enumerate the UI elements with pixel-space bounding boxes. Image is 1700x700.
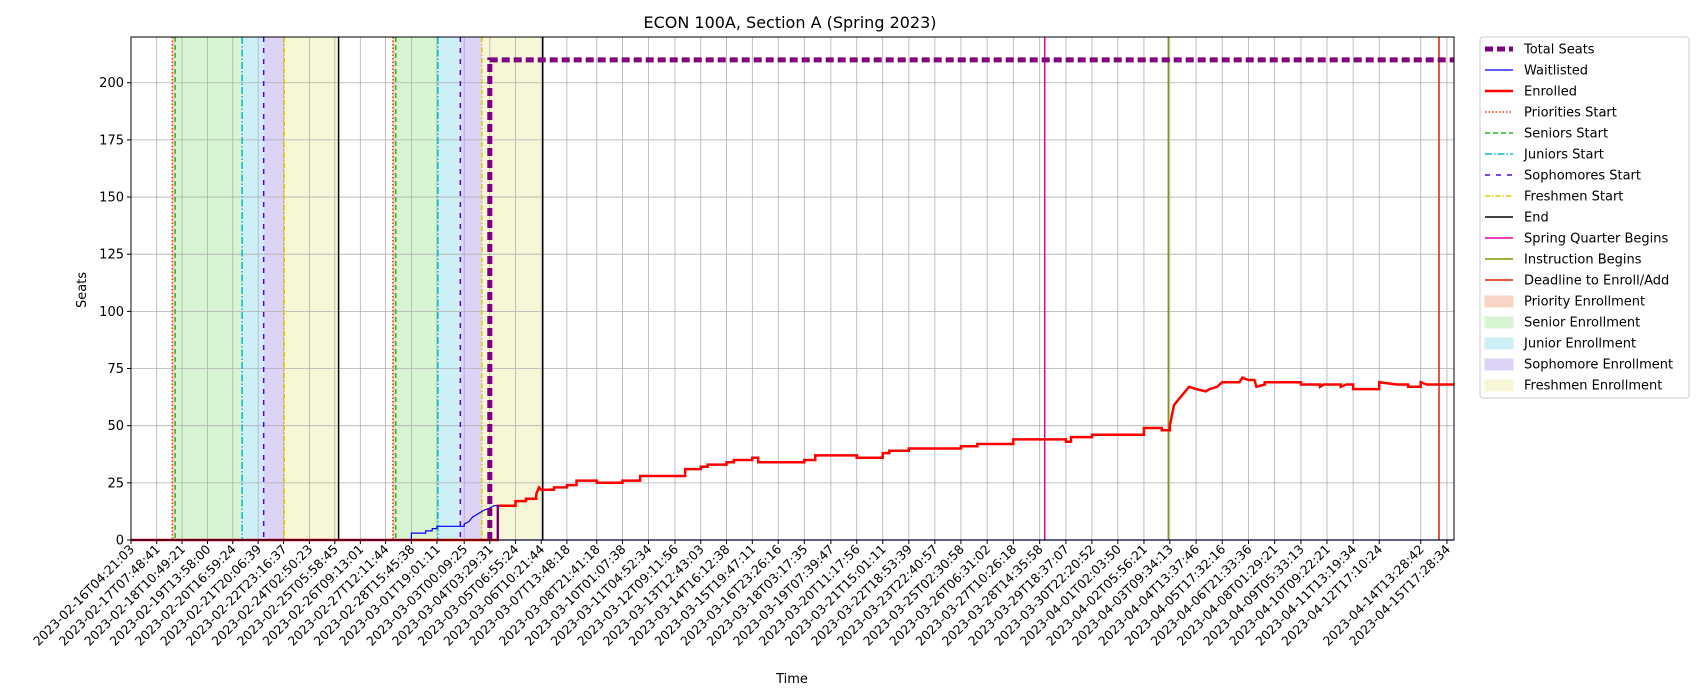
phase-band-freshmen-enrollment — [481, 37, 543, 540]
legend-swatch-freshmen-enrollment — [1484, 379, 1514, 392]
legend-label-junior-enrollment: Junior Enrollment — [1523, 337, 1636, 352]
legend-label-waitlisted: Waitlisted — [1524, 64, 1588, 79]
legend-swatch-sophomore-enrollment — [1484, 358, 1514, 371]
legend-swatch-priority-enrollment — [1484, 295, 1514, 308]
series-lines — [131, 57, 1454, 542]
legend-label-end: End — [1524, 211, 1549, 226]
y-tick-label: 75 — [107, 362, 124, 377]
chart-title: ECON 100A, Section A (Spring 2023) — [643, 13, 936, 32]
phase-band-junior-enrollment — [242, 37, 264, 540]
legend-box — [1479, 36, 1690, 399]
y-axis-label: Seats — [75, 272, 90, 308]
legend-label-juniors-start: Juniors Start — [1523, 148, 1604, 163]
legend-label-spring-quarter-begins: Spring Quarter Begins — [1524, 232, 1668, 247]
phase-band-senior-enrollment — [175, 37, 243, 540]
legend-label-sophomores-start: Sophomores Start — [1524, 169, 1641, 184]
y-tick-label: 25 — [107, 476, 124, 491]
series-line-total-seats — [487, 57, 1454, 540]
y-tick-label: 200 — [99, 76, 124, 91]
phase-band-senior-enrollment — [395, 37, 438, 540]
legend-label-freshmen-enrollment: Freshmen Enrollment — [1524, 379, 1662, 394]
phase-band-priority-enrollment — [392, 37, 396, 540]
phase-band-sophomore-enrollment — [460, 37, 482, 540]
x-axis-label: Time — [775, 672, 808, 687]
legend-label-enrolled: Enrolled — [1524, 85, 1577, 100]
y-tick-label: 100 — [99, 305, 124, 320]
event-lines — [171, 37, 1440, 540]
y-tick-label: 150 — [99, 191, 124, 206]
legend-label-seniors-start: Seniors Start — [1524, 127, 1608, 142]
y-tick-label: 125 — [99, 248, 124, 263]
legend-label-freshmen-start: Freshmen Start — [1524, 190, 1623, 205]
legend-swatch-senior-enrollment — [1484, 316, 1514, 329]
series-line-waitlisted — [131, 505, 1454, 541]
phase-band-priority-enrollment — [172, 37, 176, 540]
phase-band-freshmen-enrollment — [284, 37, 339, 540]
legend-label-instruction-begins: Instruction Begins — [1524, 253, 1642, 268]
legend: Total Seats Waitlisted Enrolled Priorities … — [1479, 36, 1690, 399]
legend-label-total-seats: Total Seats — [1523, 43, 1595, 58]
legend-label-sophomore-enrollment: Sophomore Enrollment — [1524, 358, 1673, 373]
y-tick-label: 50 — [107, 419, 124, 434]
legend-label-priorities-start: Priorities Start — [1524, 106, 1617, 121]
phase-band-sophomore-enrollment — [263, 37, 285, 540]
y-axis-ticks: 0 25 50 75 100 125 150 175 200 — [99, 76, 131, 549]
enrollment-phase-bands — [172, 37, 543, 540]
series-line-enrolled — [131, 376, 1454, 542]
legend-label-senior-enrollment: Senior Enrollment — [1524, 316, 1640, 331]
legend-label-deadline-to-enroll-add: Deadline to Enroll/Add — [1524, 274, 1669, 289]
plot-frame — [130, 36, 1455, 541]
legend-swatch-junior-enrollment — [1484, 337, 1514, 350]
phase-band-junior-enrollment — [437, 37, 461, 540]
y-tick-label: 175 — [99, 133, 124, 148]
legend-label-priority-enrollment: Priority Enrollment — [1524, 295, 1645, 310]
y-tick-label: 0 — [116, 534, 124, 549]
